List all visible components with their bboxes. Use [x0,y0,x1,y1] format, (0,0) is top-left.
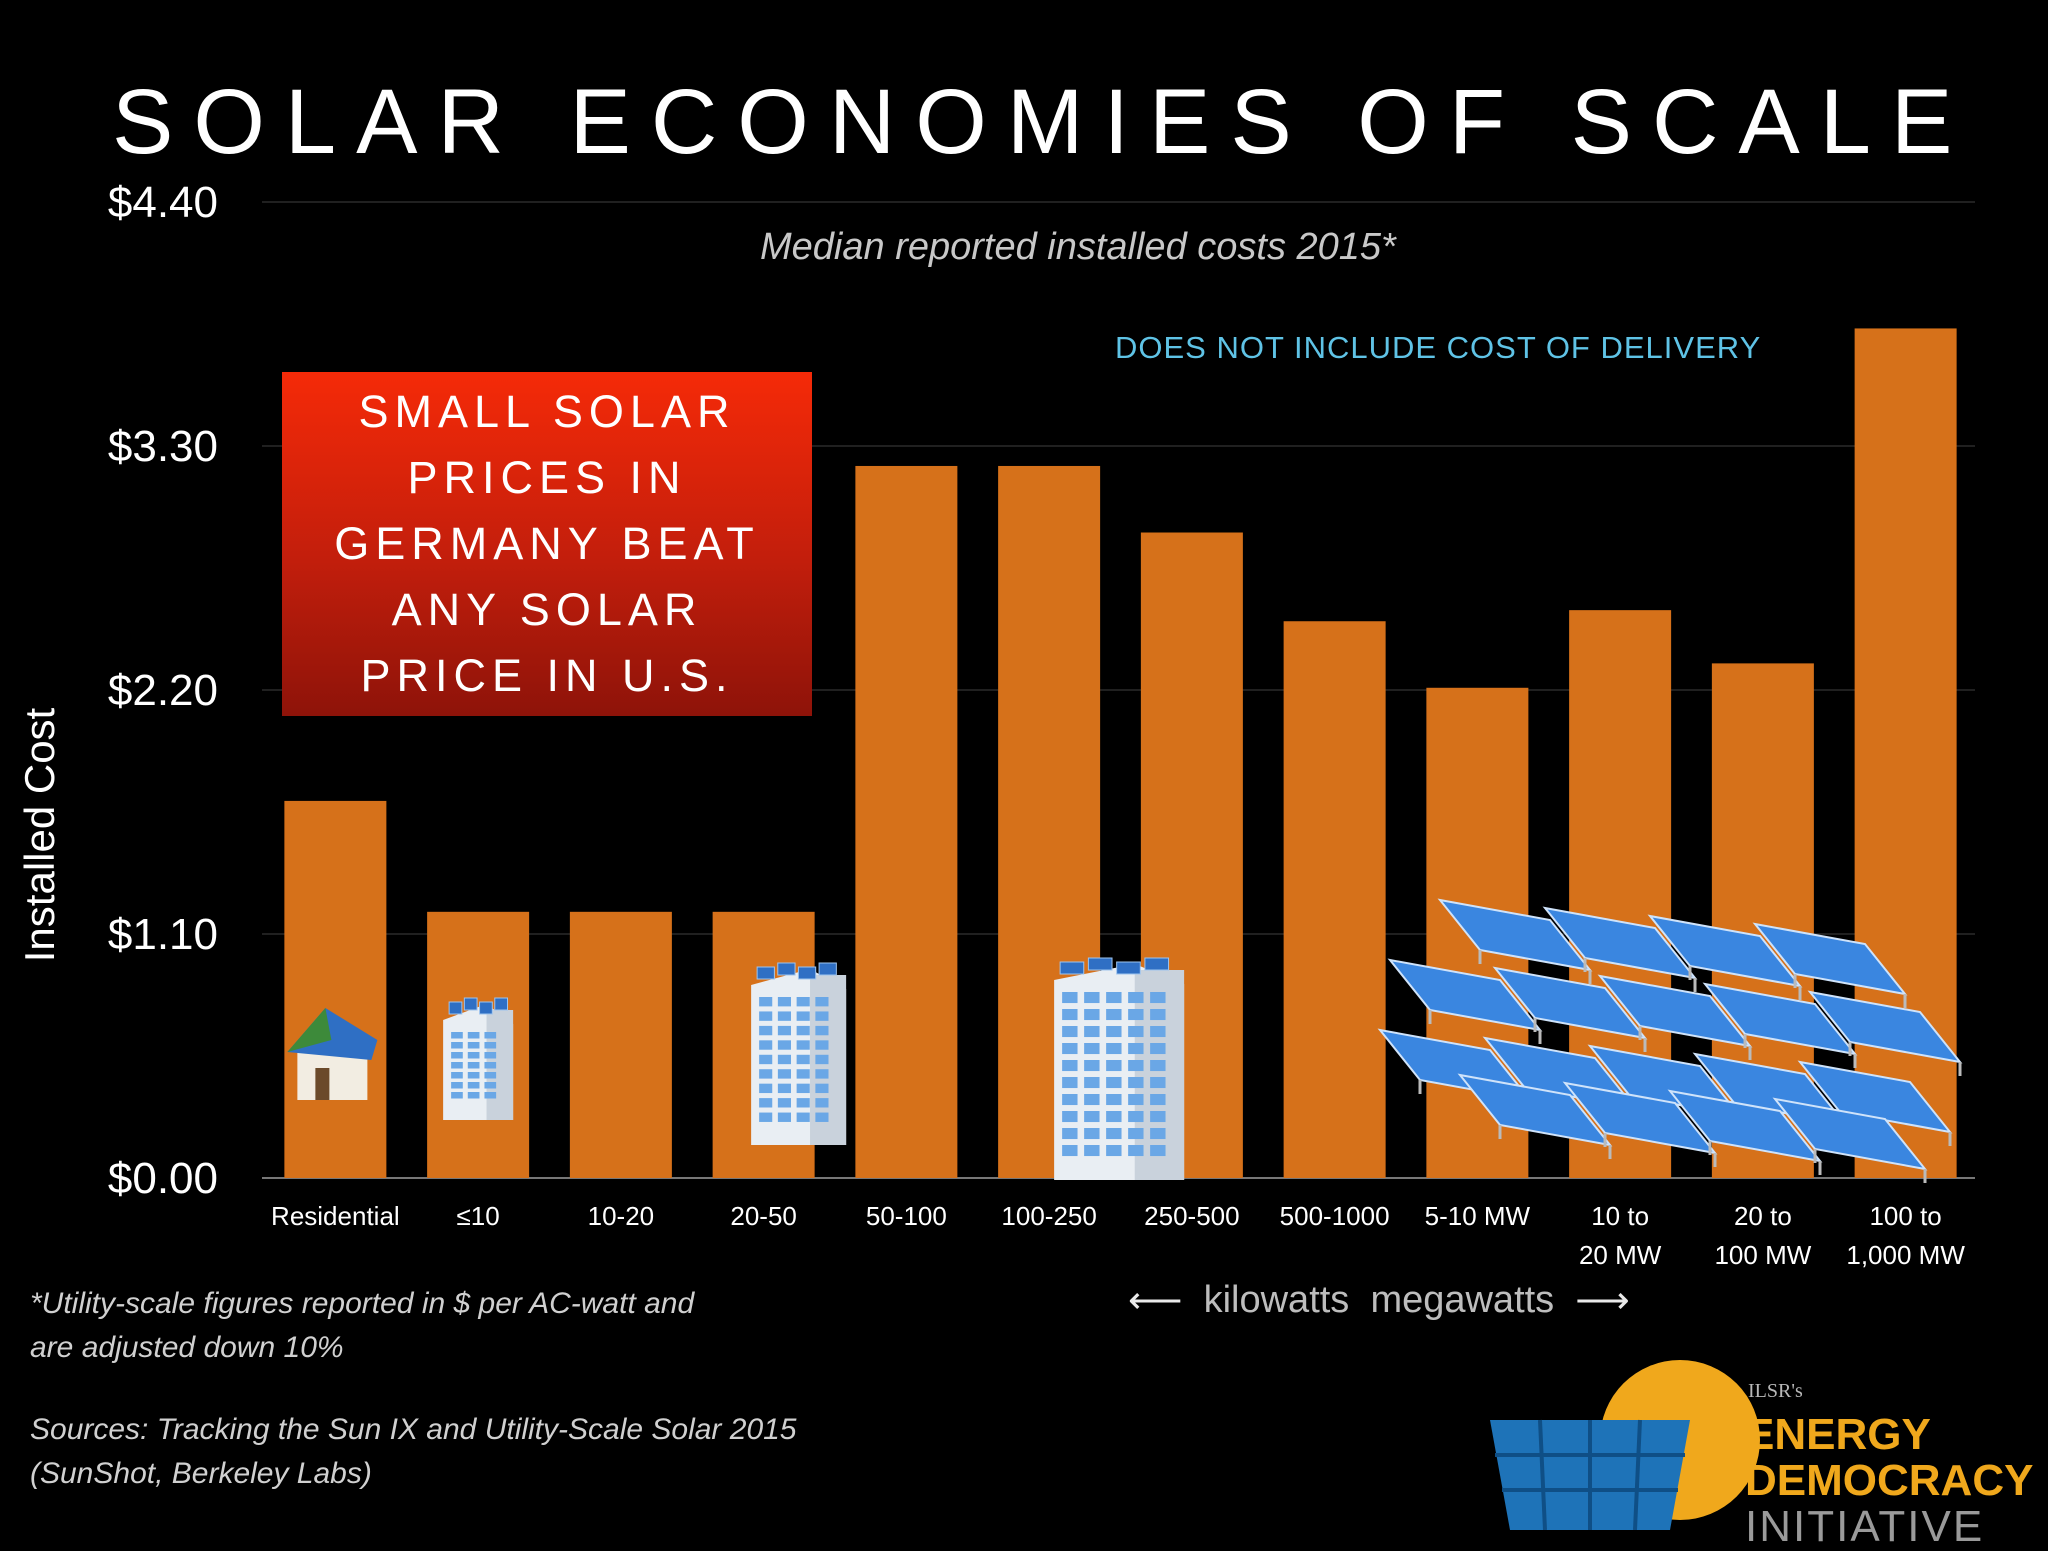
y-tick-label: $3.30 [108,422,218,471]
x-tick-label: 1,000 MW [1846,1240,1965,1270]
x-tick-label: 250-500 [1144,1201,1239,1231]
delivery-note: DOES NOT INCLUDE COST OF DELIVERY [1115,330,1762,365]
x-tick-label: 20 to [1734,1201,1792,1231]
logo-text: ENERGY DEMOCRACY INITIATIVE [1745,1412,2033,1550]
x-tick-label: 100-250 [1001,1201,1096,1231]
x-tick-label: 5-10 MW [1425,1201,1531,1231]
x-tick-label: 100 to [1869,1201,1941,1231]
footnote: *Utility-scale figures reported in $ per… [30,1287,695,1364]
x-tick-label: 10-20 [588,1201,655,1231]
logo-line-2: DEMOCRACY [1745,1456,2034,1505]
bar [569,911,672,1178]
x-tick-label: 50-100 [866,1201,947,1231]
page-title: SOLAR ECONOMIES OF SCALE [112,71,1973,173]
solar-panel-logo-icon [1490,1360,1760,1530]
small-building-icon [443,997,514,1120]
x-tick-label: Residential [271,1201,400,1231]
logo-line-3: INITIATIVE [1745,1502,1985,1551]
x-tick-label: ≤10 [457,1201,500,1231]
units-megawatts: megawatts [1370,1279,1555,1321]
y-tick-labels: $0.00 $1.10 $2.20 $3.30 $4.40 [108,178,218,1203]
logo-line-1: ENERGY [1745,1410,1931,1459]
units-kilowatts: kilowatts [1203,1279,1350,1321]
x-tick-label: 20-50 [730,1201,797,1231]
x-tick-label: 10 to [1591,1201,1649,1231]
icons [287,898,1963,1183]
sources-note: Sources: Tracking the Sun IX and Utility… [30,1413,797,1490]
house-icon [287,1008,378,1100]
left-arrow-icon: ⟵ [1128,1280,1204,1322]
x-tick-label: 500-1000 [1280,1201,1390,1231]
y-tick-label: $4.40 [108,178,218,227]
y-tick-label: $2.20 [108,666,218,715]
x-tick-label: 100 MW [1714,1240,1811,1270]
right-arrow-icon: ⟶ [1554,1280,1630,1322]
logo-org: ILSR's [1748,1380,1803,1402]
bar [855,465,958,1178]
solar-panel-array-icon [1377,898,1963,1183]
bar [1283,621,1386,1178]
callout-text: SMALL SOLAR PRICES IN GERMANY BEAT ANY S… [334,386,760,701]
chart-subtitle: Median reported installed costs 2015* [760,226,1396,268]
large-building-icon [1054,957,1185,1180]
germany-callout: SMALL SOLAR PRICES IN GERMANY BEAT ANY S… [282,372,812,716]
y-tick-label: $0.00 [108,1154,218,1203]
x-tick-label: 20 MW [1579,1240,1662,1270]
y-tick-label: $1.10 [108,910,218,959]
x-tick-labels: Residential ≤10 10-20 20-50 50-100 100-250 250… [271,1201,1965,1270]
units-legend: ⟵ kilowatts megawatts ⟶ [1128,1278,1630,1323]
bar [284,800,387,1178]
medium-building-icon [751,962,847,1145]
